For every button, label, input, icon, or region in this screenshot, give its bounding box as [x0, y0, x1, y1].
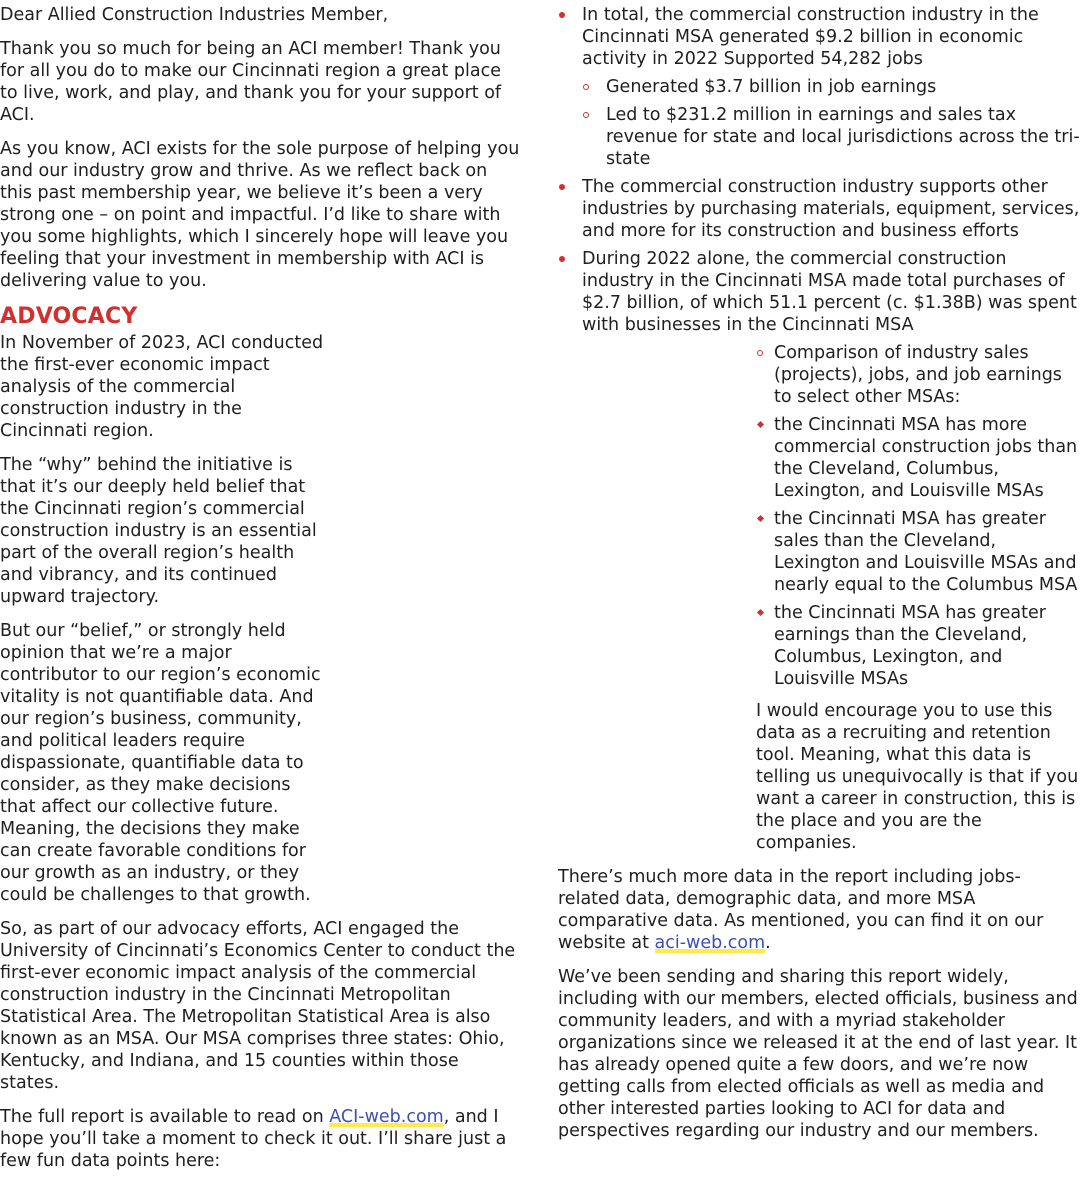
aci-web-link[interactable]: ACI-web.com: [329, 1107, 444, 1127]
purchases-text: During 2022 alone, the commercial constr…: [582, 249, 1077, 335]
more-data-text-before: There’s much more data in the report inc…: [558, 867, 1044, 953]
comparison-list: Comparison of industry sales (projects),…: [756, 342, 1080, 690]
greeting: Dear Allied Construction Industries Memb…: [0, 5, 389, 25]
list-item: Led to $231.2 million in earnings and sa…: [582, 104, 1080, 170]
list-item: the Cincinnati MSA has more commercial c…: [756, 414, 1080, 502]
data-points-list: In total, the commercial construction in…: [558, 4, 1080, 336]
engagement-paragraph: So, as part of our advocacy efforts, ACI…: [0, 919, 516, 1093]
more-data-paragraph: There’s much more data in the report inc…: [558, 866, 1080, 954]
left-column: Dear Allied Construction Industries Memb…: [0, 4, 522, 1184]
list-item: In total, the commercial construction in…: [558, 4, 1080, 170]
report-paragraph: The full report is available to read on …: [0, 1106, 522, 1172]
report-text-before: The full report is available to read on: [0, 1107, 330, 1127]
right-column: In total, the commercial construction in…: [558, 4, 1080, 1154]
economic-activity-text: In total, the commercial construction in…: [582, 5, 1039, 69]
analysis-paragraph: In November of 2023, ACI conducted the f…: [0, 333, 324, 441]
list-item: Generated $3.7 billion in job earnings: [582, 76, 1080, 98]
sharing-paragraph: We’ve been sending and sharing this repo…: [558, 967, 1078, 1141]
list-item: The commercial construction industry sup…: [558, 176, 1080, 242]
report-text-after: , and I hope you’ll take a moment to che…: [0, 1107, 507, 1171]
aci-web-link-2[interactable]: aci-web.com: [654, 933, 766, 953]
advocacy-heading: ADVOCACY: [0, 304, 138, 329]
belief-paragraph: But our “belief,” or strongly held opini…: [0, 621, 321, 905]
intro-paragraph: Thank you so much for being an ACI membe…: [0, 39, 502, 125]
encourage-paragraph: I would encourage you to use this data a…: [756, 701, 1079, 853]
why-paragraph: The “why” behind the initiative is that …: [0, 455, 317, 607]
list-item: the Cincinnati MSA has greater sales tha…: [756, 508, 1080, 596]
list-item: During 2022 alone, the commercial constr…: [558, 248, 1080, 336]
sub-list: Generated $3.7 billion in job earnings L…: [582, 76, 1080, 170]
more-data-text-after: .: [765, 933, 771, 953]
list-item: Comparison of industry sales (projects),…: [756, 342, 1080, 408]
purpose-paragraph: As you know, ACI exists for the sole pur…: [0, 139, 520, 291]
list-item: the Cincinnati MSA has greater earnings …: [756, 602, 1080, 690]
